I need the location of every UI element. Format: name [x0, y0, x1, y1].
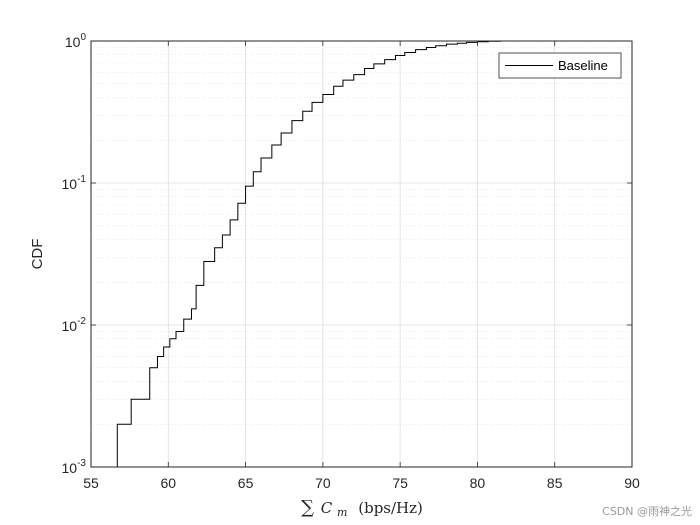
watermark: CSDN @雨神之光 [602, 505, 692, 518]
x-axis-variable: C [321, 499, 333, 517]
y-tick-label: 100 [65, 32, 87, 50]
plot-frame [90, 40, 633, 468]
x-tick-label: 75 [392, 475, 408, 491]
x-tick-label: 65 [238, 475, 254, 491]
plot-background [91, 41, 632, 467]
x-axis-label: ∑ C m (bps/Hz) [301, 497, 423, 520]
legend: Baseline [498, 52, 622, 79]
x-tick-label: 60 [160, 475, 176, 491]
x-tick-label: 90 [624, 475, 640, 491]
y-tick-label: 10-2 [62, 316, 87, 334]
x-axis-subscript: m [337, 506, 347, 519]
y-axis-label: CDF [29, 239, 46, 270]
x-tick-label: 55 [83, 475, 99, 491]
y-tick-label: 10-3 [62, 458, 87, 476]
x-ticks: 55 60 65 70 75 80 85 90 [83, 41, 640, 491]
x-tick-label: 80 [470, 475, 486, 491]
x-axis-unit: (bps/Hz) [358, 499, 423, 517]
y-tick-label: 10-1 [62, 174, 87, 192]
x-tick-label: 85 [547, 475, 563, 491]
x-axis-sum-symbol: ∑ [301, 497, 314, 518]
x-tick-label: 70 [315, 475, 331, 491]
legend-label-baseline: Baseline [558, 58, 608, 73]
series-baseline-line [116, 40, 632, 467]
y-ticks: 10-3 10-2 10-1 100 [62, 32, 632, 476]
